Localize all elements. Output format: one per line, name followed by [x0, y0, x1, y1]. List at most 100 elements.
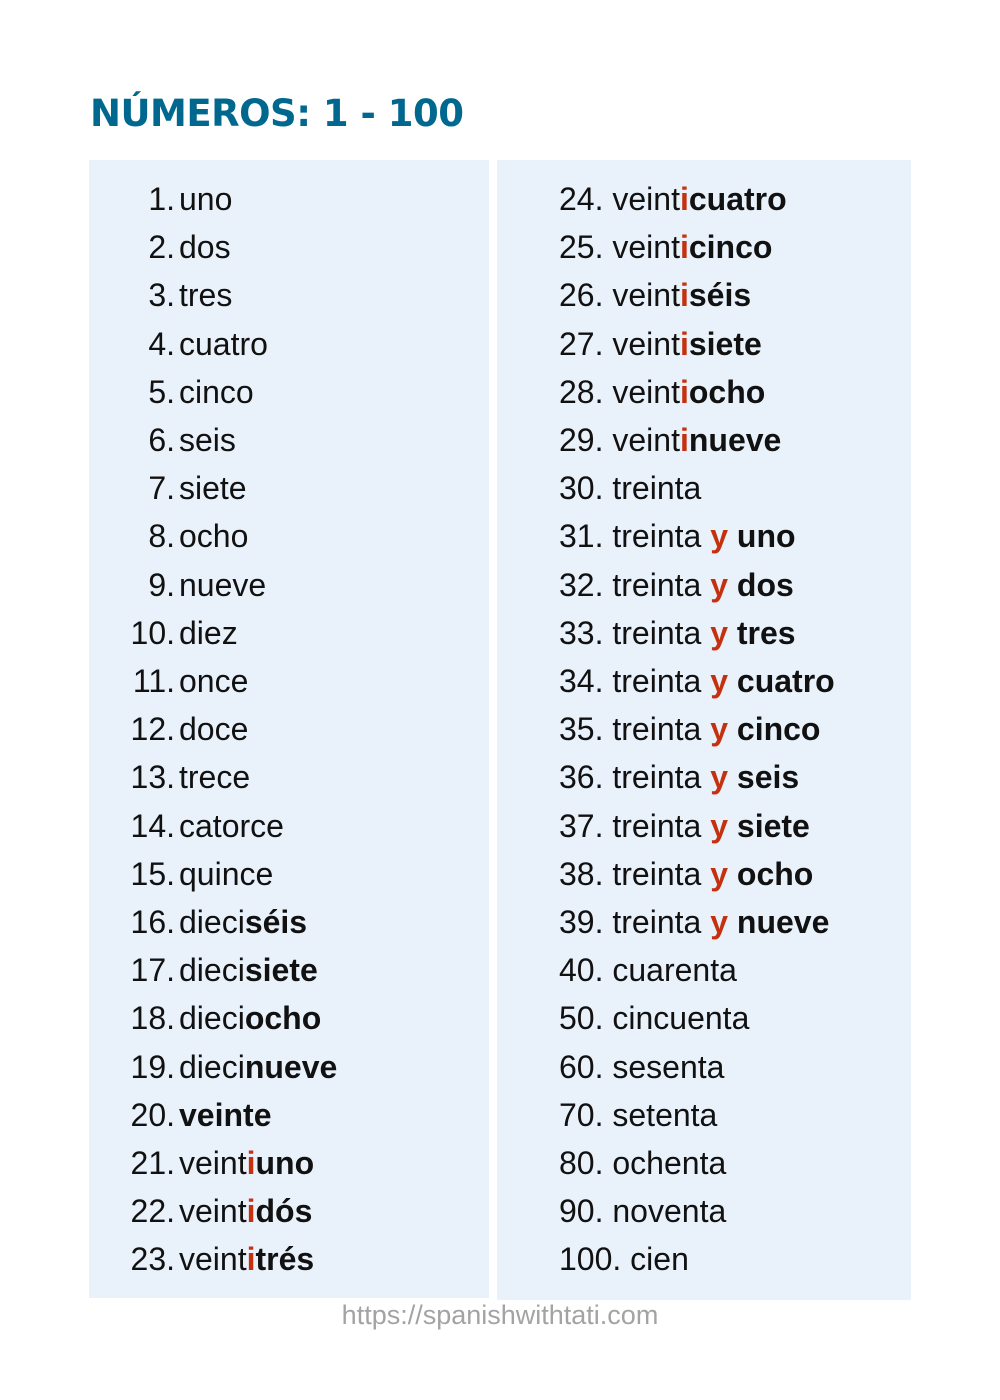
number-item: 9. nueve [89, 565, 489, 605]
word-part: uno [179, 181, 233, 217]
word-part: veint [179, 1145, 247, 1181]
number-word: quince [179, 854, 273, 894]
number-label: 5. [148, 373, 175, 410]
word-part: sesenta [612, 1048, 725, 1085]
number-item: 23. veintitrés [89, 1239, 489, 1279]
number-word: cinco [179, 372, 254, 412]
numbers-column-left: 1. uno 2. dos 3. tres 4. cuatro 5. cinco 6. seis 7. s… [89, 160, 489, 1298]
highlighted-part: i [679, 422, 689, 458]
number-word: uno [179, 179, 232, 219]
bold-part: ocho [244, 1000, 322, 1037]
number-item: 26. veintiséis [559, 275, 751, 315]
word-part: treinta [612, 614, 711, 651]
bold-part: séis [244, 904, 308, 940]
number-item: 24. veinticuatro [559, 179, 787, 219]
number-word: trece [179, 757, 250, 797]
bold-part: nueve [244, 1048, 338, 1085]
word-part: treinta [612, 470, 702, 507]
word-part: siete [179, 470, 247, 507]
number-item: 39. treinta y nueve [559, 902, 829, 942]
word-part: treinta [612, 807, 711, 844]
number-word: veintitrés [179, 1239, 314, 1279]
word-part: dieci [179, 1000, 245, 1037]
number-word: cuatro [179, 324, 268, 364]
word-part [728, 615, 737, 651]
number-word: cien [630, 1241, 689, 1277]
number-item: 35. treinta y cinco [559, 709, 820, 749]
number-item: 16. dieciséis [89, 902, 489, 942]
number-word: cincuenta [612, 1000, 749, 1036]
number-word: catorce [179, 806, 284, 846]
number-word: diez [179, 613, 238, 653]
number-label: 6. [148, 422, 175, 458]
number-item: 33. treinta y tres [559, 613, 796, 653]
number-label: 38. [559, 855, 604, 892]
number-item: 100. cien [559, 1239, 689, 1279]
number-word: nueve [179, 565, 266, 605]
number-item: 13. trece [89, 757, 489, 797]
number-label: 3. [148, 277, 175, 314]
word-part: trece [179, 759, 251, 796]
word-part: veint [612, 277, 680, 314]
word-part: veint [179, 1193, 247, 1230]
number-label: 31. [559, 518, 604, 555]
number-label: 27. [559, 325, 604, 362]
number-word: treinta y siete [612, 808, 809, 844]
number-label: 33. [559, 614, 604, 651]
number-item: 30. treinta [559, 468, 701, 508]
number-word: seis [179, 420, 236, 460]
number-item: 6. seis [89, 420, 489, 460]
number-word: treinta [612, 470, 701, 506]
bold-part: nueve [736, 904, 830, 940]
word-part: dos [179, 229, 231, 266]
number-label: 36. [559, 759, 604, 796]
bold-part: nueve [688, 422, 782, 458]
highlighted-part: y [710, 855, 728, 892]
word-part: veint [179, 1241, 247, 1278]
number-label: 35. [559, 711, 604, 748]
highlighted-part: y [710, 614, 728, 651]
number-label: 7. [148, 470, 175, 507]
number-label: 39. [559, 904, 604, 940]
number-label: 12. [130, 711, 175, 748]
number-label: 29. [559, 422, 604, 458]
word-part: diez [179, 614, 238, 651]
number-word: diecisiete [179, 950, 318, 990]
number-word: cuarenta [612, 952, 737, 988]
number-word: veinte [179, 1095, 271, 1135]
number-label: 1. [148, 181, 175, 217]
highlighted-part: i [679, 277, 689, 314]
number-label: 21. [130, 1145, 175, 1181]
highlighted-part: y [710, 566, 728, 603]
number-label: 26. [559, 277, 604, 314]
number-label: 37. [559, 807, 604, 844]
number-word: veinticinco [612, 229, 772, 265]
number-item: 37. treinta y siete [559, 806, 810, 846]
word-part [728, 856, 737, 892]
number-label: 14. [130, 807, 175, 844]
word-part: treinta [612, 759, 711, 796]
bold-part: siete [736, 807, 810, 844]
number-item: 28. veintiocho [559, 372, 765, 412]
number-word: once [179, 661, 248, 701]
number-word: veintinueve [612, 422, 781, 458]
bold-part: cuatro [736, 663, 835, 699]
word-part: cinco [179, 373, 254, 410]
number-label: 23. [130, 1241, 175, 1278]
word-part: cincuenta [612, 1000, 750, 1037]
number-item: 31. treinta y uno [559, 516, 796, 556]
word-part: once [179, 663, 249, 699]
highlighted-part: i [679, 325, 689, 362]
number-item: 8. ocho [89, 516, 489, 556]
number-word: tres [179, 275, 232, 315]
number-word: veintiséis [612, 277, 751, 313]
number-label: 2. [148, 229, 175, 266]
number-label: 24. [559, 181, 604, 217]
word-part: treinta [612, 904, 711, 940]
highlighted-part: y [710, 663, 728, 699]
number-item: 32. treinta y dos [559, 565, 794, 605]
word-part: quince [179, 855, 274, 892]
number-word: veintidós [179, 1191, 312, 1231]
number-word: dieciséis [179, 902, 307, 942]
word-part [728, 663, 737, 699]
